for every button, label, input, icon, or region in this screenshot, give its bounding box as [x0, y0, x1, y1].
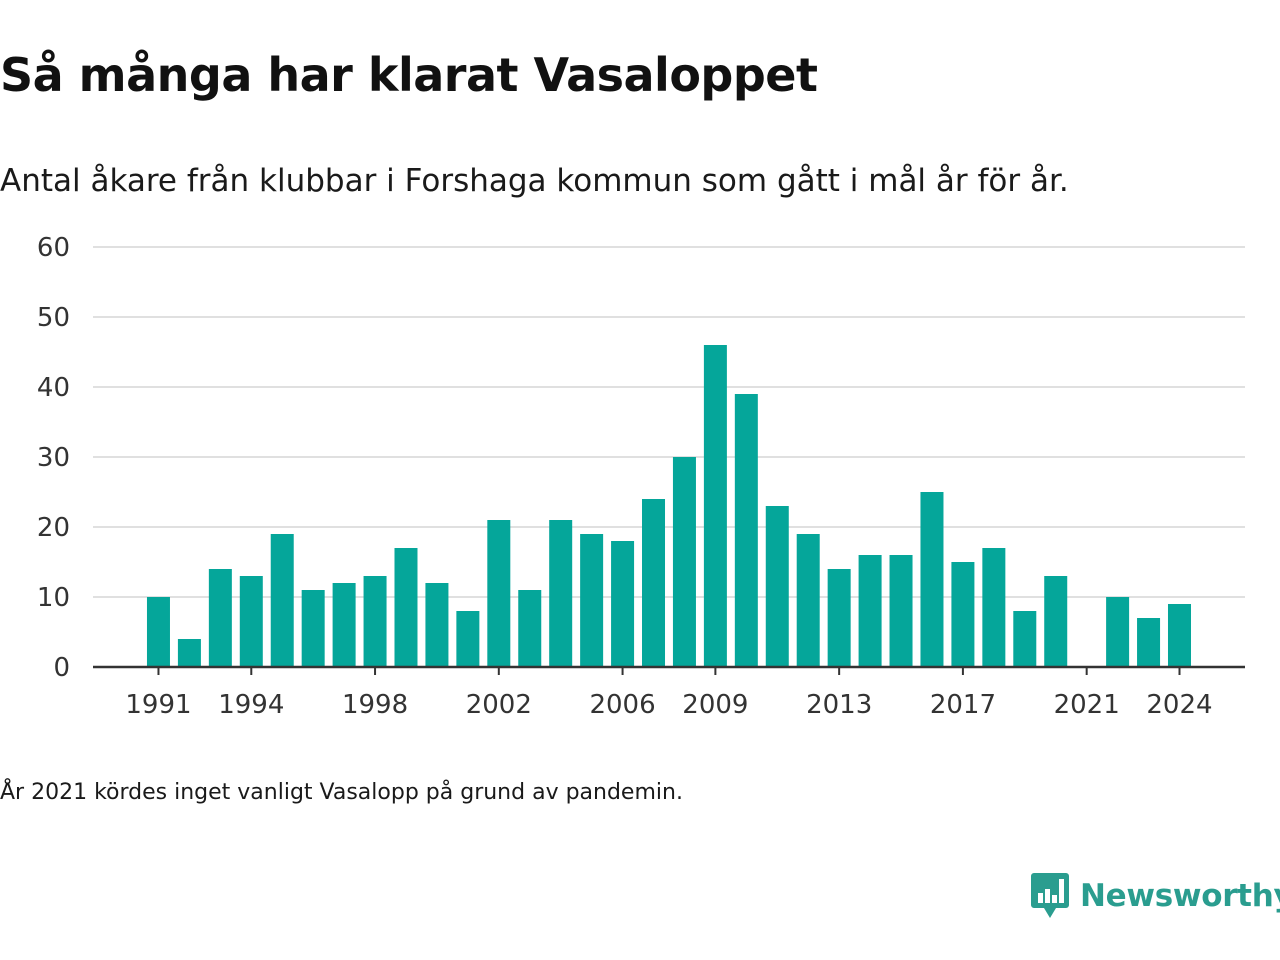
bar	[703, 345, 727, 667]
bar	[734, 394, 758, 667]
y-tick-label: 10	[37, 583, 70, 613]
y-tick-label: 50	[37, 303, 70, 333]
x-tick-label: 1991	[125, 690, 191, 720]
x-tick-label: 1994	[218, 690, 284, 720]
bar	[549, 520, 573, 667]
x-tick-label: 2002	[466, 690, 532, 720]
gridlines	[93, 246, 1245, 598]
bar	[456, 611, 480, 667]
y-tick-label: 40	[37, 373, 70, 403]
bar	[951, 562, 975, 667]
bar	[611, 541, 635, 667]
bar	[920, 492, 944, 667]
bar	[332, 583, 356, 667]
chart-subtitle: Antal åkare från klubbar i Forshaga komm…	[0, 163, 1069, 199]
bar	[146, 597, 170, 667]
brand-name: Newsworthy	[1080, 878, 1280, 914]
bar	[765, 506, 789, 667]
bar	[177, 639, 201, 667]
bar	[487, 520, 511, 667]
bar	[1167, 604, 1191, 667]
x-tick-label: 2017	[930, 690, 996, 720]
bar	[796, 534, 820, 667]
bar	[889, 555, 913, 667]
y-tick-label: 20	[37, 513, 70, 543]
y-tick-label: 0	[53, 653, 70, 683]
bar	[425, 583, 449, 667]
bar	[518, 590, 542, 667]
bar	[827, 569, 851, 667]
footnote: År 2021 kördes inget vanligt Vasalopp på…	[0, 780, 683, 805]
bar	[301, 590, 325, 667]
bar	[208, 569, 232, 667]
newsworthy-logo-icon	[1031, 873, 1069, 918]
bar	[1137, 618, 1161, 667]
brand-logo: Newsworthy	[1030, 870, 1280, 922]
bar	[672, 457, 696, 667]
bar	[1013, 611, 1037, 667]
x-tick-label: 2024	[1146, 690, 1212, 720]
y-tick-label: 60	[37, 233, 70, 263]
x-tick-label: 1998	[342, 690, 408, 720]
x-axis-ticks: 1991 1994 1998 2002 2006 2009 2013 2017 2021 2024	[125, 667, 1213, 720]
chart-title: Så många har klarat Vasaloppet	[0, 48, 818, 102]
bar	[858, 555, 882, 667]
bar	[1106, 597, 1130, 667]
bar	[580, 534, 604, 667]
bar	[239, 576, 263, 667]
bar	[363, 576, 387, 667]
y-axis-ticks: 0 10 20 30 40 50 60	[37, 233, 70, 683]
bars	[146, 345, 1191, 667]
bar	[982, 548, 1006, 667]
x-tick-label: 2013	[806, 690, 872, 720]
bar	[270, 534, 294, 667]
bar-chart: 0 10 20 30 40 50 60 1991 1994 1998 2002 2006 2009 20…	[37, 233, 1245, 720]
x-tick-label: 2006	[589, 690, 655, 720]
bar	[1044, 576, 1068, 667]
x-tick-label: 2021	[1054, 690, 1120, 720]
x-tick-label: 2009	[682, 690, 748, 720]
y-tick-label: 30	[37, 443, 70, 473]
bar	[394, 548, 418, 667]
bar	[642, 499, 666, 667]
